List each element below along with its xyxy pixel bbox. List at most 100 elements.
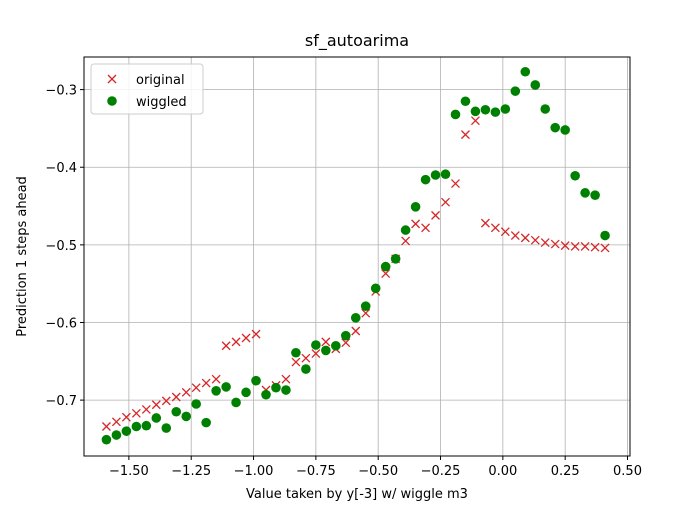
original-point (570, 241, 580, 251)
wiggled-point (181, 411, 192, 422)
wiggled-point (251, 375, 261, 386)
legend-label-wiggled: wiggled (136, 95, 187, 110)
original-point (510, 231, 520, 241)
y-axis-label: Prediction 1 steps ahead (15, 176, 30, 337)
original-point (381, 269, 391, 279)
original-point (231, 337, 241, 347)
x-tick-label: −1.50 (109, 464, 149, 479)
original-point (101, 422, 111, 431)
original-point (441, 197, 450, 207)
wiggled-point (490, 107, 501, 117)
wiggled-point (291, 347, 301, 358)
wiggled-point (370, 283, 381, 294)
data-points (101, 66, 610, 445)
wiggled-point (430, 170, 441, 180)
original-point (421, 223, 431, 233)
wiggled-point (281, 385, 291, 395)
wiggled-point (111, 430, 122, 440)
y-tick-label: −0.7 (45, 394, 77, 409)
original-point (530, 235, 540, 245)
wiggled-point (241, 387, 251, 398)
original-point (560, 241, 570, 251)
wiggled-point (580, 188, 590, 198)
legend-marker-original (107, 74, 117, 84)
wiggled-point (211, 385, 221, 396)
wiggled-point (161, 423, 172, 433)
wiggled-point (321, 345, 331, 356)
x-tick-label: −0.75 (296, 464, 336, 479)
wiggled-point (131, 421, 142, 432)
wiggled-point (191, 399, 201, 409)
wiggled-point (101, 434, 112, 445)
series-wiggled (101, 66, 610, 445)
wiggled-point (350, 313, 361, 323)
wiggled-point (231, 397, 241, 408)
original-point (111, 417, 121, 427)
wiggled-point (301, 364, 311, 374)
original-point (221, 341, 231, 351)
x-tick-label: 0.50 (613, 464, 642, 479)
wiggled-point (480, 104, 491, 115)
wiggled-point (570, 170, 580, 181)
wiggled-point (440, 169, 451, 180)
original-point (311, 349, 321, 358)
wiggled-point (450, 109, 461, 120)
wiggled-point (600, 230, 610, 241)
wiggled-point (390, 254, 401, 264)
wiggled-point (121, 426, 132, 436)
legend-marker-wiggled (107, 96, 117, 106)
original-point (520, 233, 530, 243)
legend: original wiggled (90, 63, 204, 115)
wiggled-point (201, 417, 211, 428)
wiggled-point (410, 202, 421, 212)
wiggled-point (221, 382, 231, 392)
wiggled-point (331, 340, 341, 351)
series-original (101, 116, 610, 431)
original-point (550, 239, 560, 249)
x-tick-label: −0.25 (421, 464, 461, 479)
original-point (431, 210, 440, 220)
original-point (500, 227, 510, 237)
y-tick-label: −0.4 (45, 161, 77, 176)
wiggled-point (311, 340, 321, 350)
original-point (361, 308, 371, 318)
legend-label-original: original (136, 73, 185, 88)
wiggled-point (550, 122, 561, 133)
original-point (211, 374, 221, 384)
original-point (470, 116, 480, 126)
original-point (341, 338, 351, 348)
plot-frame (83, 56, 631, 457)
wiggled-point (470, 106, 481, 117)
original-point (411, 219, 421, 229)
original-point (490, 223, 500, 233)
wiggled-point (171, 406, 182, 417)
y-tick-label: −0.6 (45, 316, 77, 331)
wiggled-point (271, 382, 281, 393)
x-tick-label: 0.00 (488, 464, 517, 479)
wiggled-point (420, 174, 431, 185)
axis-ticks: −1.50 −1.25 −1.00 −0.75 −0.50 −0.25 0.00 0.25 0.… (45, 84, 642, 479)
original-point (351, 326, 361, 336)
original-point (451, 179, 460, 188)
original-point (181, 387, 191, 397)
x-tick-label: −0.50 (358, 464, 398, 479)
wiggled-point (510, 86, 521, 96)
wiggled-point (590, 190, 600, 200)
original-point (580, 241, 590, 251)
original-point (171, 392, 181, 402)
original-point (291, 357, 301, 367)
original-point (151, 400, 161, 410)
wiggled-point (360, 301, 371, 311)
x-tick-label: −1.00 (234, 464, 274, 479)
wiggled-point (560, 125, 570, 135)
original-point (251, 329, 261, 339)
wiggled-point (340, 330, 351, 341)
original-point (121, 412, 131, 422)
wiggled-point (141, 420, 152, 431)
wiggled-point (530, 80, 541, 90)
original-point (281, 374, 291, 384)
wiggled-point (261, 389, 271, 400)
original-point (301, 353, 311, 363)
original-point (161, 396, 171, 406)
